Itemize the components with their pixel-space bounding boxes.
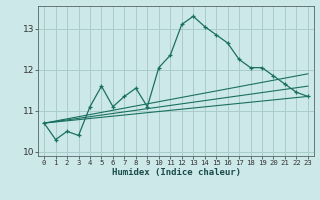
X-axis label: Humidex (Indice chaleur): Humidex (Indice chaleur) (111, 168, 241, 177)
